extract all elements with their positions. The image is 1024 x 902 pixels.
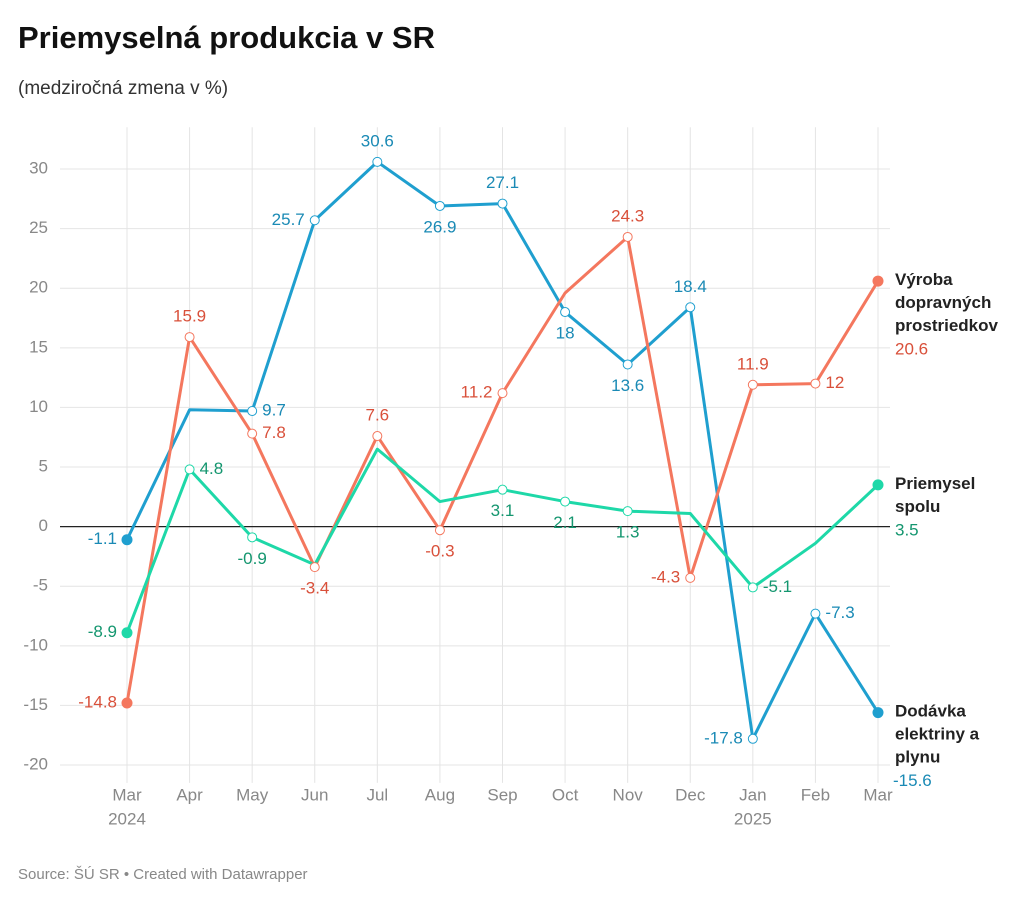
value-label: -5.1: [763, 577, 792, 596]
point: [434, 525, 445, 536]
legend-label: Dodávka elektriny a plynu: [895, 702, 984, 767]
value-label: 24.3: [611, 206, 644, 225]
x-tick-label: Sep: [487, 785, 517, 804]
point: [497, 198, 508, 209]
point: [685, 572, 696, 583]
point: [121, 627, 133, 639]
x-tick-label: Jun: [301, 785, 328, 804]
value-label: 11.2: [461, 383, 493, 402]
x-tick-label: May: [236, 785, 269, 804]
value-label: 11.9: [737, 354, 769, 373]
x-tick-label: Oct: [552, 785, 579, 804]
x-tick-label: Mar: [112, 785, 142, 804]
point: [497, 484, 508, 495]
point: [247, 405, 258, 416]
value-label: 12: [825, 373, 844, 392]
value-label: -14.8: [78, 693, 117, 712]
value-label: 15.9: [173, 307, 206, 326]
point: [184, 464, 195, 475]
x-tick-label: Dec: [675, 785, 706, 804]
value-label: 18.4: [674, 277, 707, 296]
point: [872, 275, 884, 287]
point: [747, 733, 758, 744]
value-label: 1.3: [616, 523, 640, 542]
point: [247, 532, 258, 543]
x-tick-label: Mar: [863, 785, 893, 804]
x-tick-label: Aug: [425, 785, 455, 804]
value-label: 4.8: [200, 459, 224, 478]
point: [497, 388, 508, 399]
x-tick-label: Nov: [613, 785, 644, 804]
point: [872, 707, 884, 719]
x-tick-year: 2025: [734, 809, 772, 828]
value-label: 3.1: [491, 501, 515, 520]
y-tick-label: 10: [29, 397, 48, 416]
value-label: -4.3: [651, 567, 680, 586]
point: [810, 378, 821, 389]
y-tick-label: -15: [23, 695, 48, 714]
point: [810, 608, 821, 619]
y-tick-label: 5: [39, 457, 48, 476]
point: [247, 428, 258, 439]
value-label: 18: [556, 324, 575, 343]
value-label: -8.9: [88, 622, 117, 641]
value-label: -7.3: [825, 603, 854, 622]
x-tick-label: Apr: [176, 785, 203, 804]
x-tick-label: Feb: [801, 785, 830, 804]
point: [121, 697, 133, 709]
value-label: 25.7: [272, 210, 305, 229]
chart-title: Priemyselná produkcia v SR: [18, 20, 435, 55]
point: [872, 479, 884, 491]
y-tick-label: 15: [29, 337, 48, 356]
value-label: -0.3: [425, 542, 454, 561]
point: [622, 506, 633, 517]
point: [372, 431, 383, 442]
chart-subtitle: (medziročná zmena v %): [18, 78, 228, 99]
x-tick-year: 2024: [108, 809, 146, 828]
y-tick-label: 30: [29, 159, 48, 178]
end-value-label: 20.6: [895, 340, 928, 359]
point: [747, 582, 758, 593]
point: [560, 496, 571, 507]
point: [184, 332, 195, 343]
point: [622, 231, 633, 242]
value-label: 27.1: [486, 173, 519, 192]
point: [560, 307, 571, 318]
y-tick-label: 25: [29, 218, 48, 237]
value-label: -3.4: [300, 579, 329, 598]
point: [121, 534, 133, 546]
value-label: 7.6: [366, 406, 390, 425]
y-tick-label: 20: [29, 278, 48, 297]
legend-label: Výroba dopravných prostriedkov: [895, 271, 999, 336]
y-tick-label: 0: [39, 516, 48, 535]
value-label: 26.9: [423, 217, 456, 236]
y-tick-label: -10: [23, 635, 48, 654]
source: Source: ŠÚ SR • Created with Datawrapper: [18, 866, 308, 883]
end-value-label: 3.5: [895, 520, 919, 539]
value-label: -0.9: [238, 549, 267, 568]
point: [622, 359, 633, 370]
point: [747, 379, 758, 390]
y-tick-label: -5: [33, 576, 48, 595]
legend-label: Priemysel spolu: [895, 474, 980, 516]
point: [309, 562, 320, 573]
point: [309, 215, 320, 226]
value-label: 30.6: [361, 131, 394, 150]
value-label: -1.1: [88, 529, 117, 548]
value-label: 7.8: [262, 423, 286, 442]
x-tick-label: Jan: [739, 785, 766, 804]
value-label: 2.1: [553, 513, 577, 532]
point: [372, 156, 383, 167]
x-tick-label: Jul: [366, 785, 388, 804]
y-tick-label: -20: [23, 755, 48, 774]
value-label: -17.8: [704, 728, 743, 747]
point: [434, 200, 445, 211]
value-label: 13.6: [611, 376, 644, 395]
value-label: 9.7: [262, 400, 286, 419]
end-value-label: -15.6: [893, 771, 932, 790]
point: [685, 302, 696, 313]
